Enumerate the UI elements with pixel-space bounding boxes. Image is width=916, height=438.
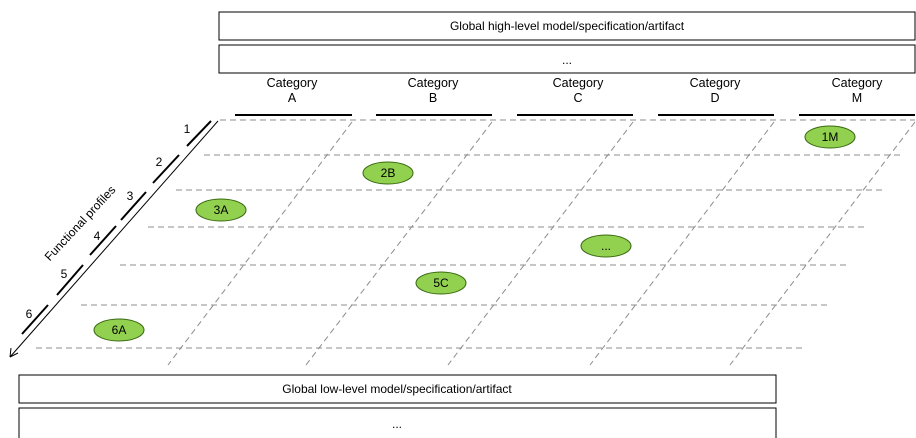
- bottom-box-ellipsis: ...: [18, 407, 777, 438]
- profile-axis-line: [9, 120, 219, 358]
- category-c-line1: Category: [553, 76, 604, 90]
- category-headers: Category A Category B Category C Categor…: [235, 76, 915, 116]
- category-b-line1: Category: [408, 76, 459, 90]
- cell-2b: 2B: [362, 161, 414, 185]
- profile-segment-5: [56, 264, 84, 296]
- profile-segment-4: [89, 225, 117, 256]
- category-a-line1: Category: [267, 76, 318, 90]
- category-b-line2: B: [429, 91, 437, 105]
- profile-number-1: 1: [184, 122, 191, 136]
- cell-2b-label: 2B: [381, 166, 396, 180]
- grid: [36, 119, 916, 366]
- bottom-box-ellipsis-label: ...: [392, 417, 402, 431]
- grid-col-line-1: [167, 121, 353, 366]
- cell-3a: 3A: [195, 198, 247, 222]
- category-m-line1: Category: [832, 76, 883, 90]
- category-header-b: Category B: [376, 76, 492, 116]
- category-header-m: Category M: [799, 76, 915, 116]
- cell-6a-label: 6A: [112, 323, 127, 337]
- category-a-line2: A: [288, 91, 297, 105]
- profile-number-5: 5: [61, 267, 68, 281]
- cell-ellipsis-label: ...: [601, 239, 611, 253]
- category-m-line2: M: [852, 91, 862, 105]
- grid-col-line-2: [305, 121, 493, 366]
- profile-axis-label: Functional profiles: [42, 183, 119, 264]
- profile-axis-arrowhead: [9, 347, 19, 358]
- profile-number-4: 4: [94, 229, 101, 243]
- top-box-ellipsis-label: ...: [562, 53, 572, 67]
- cell-1m-label: 1M: [822, 130, 839, 144]
- category-header-d: Category D: [658, 76, 774, 116]
- bottom-box-low-level-label: Global low-level model/specification/art…: [282, 382, 512, 396]
- profile-segment-1: [186, 120, 212, 147]
- category-c-line2: C: [573, 91, 582, 105]
- cell-3a-label: 3A: [214, 203, 229, 217]
- grid-col-line-4: [589, 121, 775, 366]
- grid-col-line-5: [729, 121, 916, 366]
- category-header-a: Category A: [235, 76, 352, 116]
- top-box-high-level: Global high-level model/specification/ar…: [218, 11, 916, 41]
- profile-segment-3: [120, 191, 147, 221]
- category-d-line1: Category: [690, 76, 741, 90]
- profile-number-6: 6: [26, 307, 33, 321]
- cell-5c-label: 5C: [433, 276, 449, 290]
- cell-5c: 5C: [415, 271, 467, 295]
- cells: 1M 2B 3A ... 5C 6A: [93, 125, 856, 342]
- cell-ellipsis: ...: [580, 234, 632, 258]
- top-box-ellipsis: ...: [218, 44, 916, 74]
- profile-number-2: 2: [156, 155, 163, 169]
- grid-col-line-3: [447, 121, 634, 366]
- bottom-box-low-level: Global low-level model/specification/art…: [18, 374, 777, 404]
- top-box-high-level-label: Global high-level model/specification/ar…: [450, 19, 685, 33]
- bottom-boxes: Global low-level model/specification/art…: [18, 374, 777, 438]
- category-header-c: Category C: [517, 76, 633, 116]
- top-boxes: Global high-level model/specification/ar…: [218, 11, 916, 74]
- profile-segment-2: [152, 154, 180, 184]
- profile-number-3: 3: [127, 189, 134, 203]
- profile-segment-6: [21, 304, 49, 335]
- cell-1m: 1M: [804, 125, 856, 149]
- cell-6a: 6A: [93, 318, 145, 342]
- category-d-line2: D: [710, 91, 719, 105]
